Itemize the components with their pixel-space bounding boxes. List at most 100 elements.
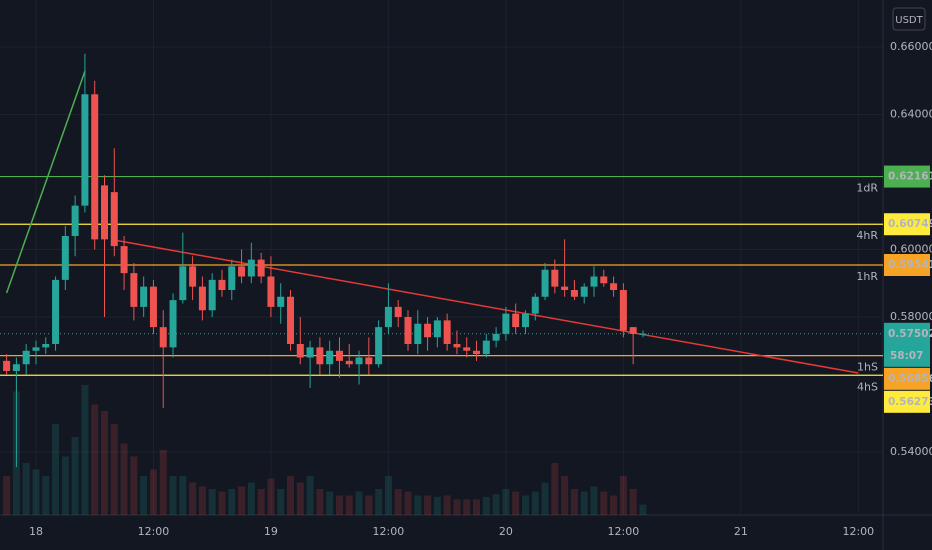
volume-bar bbox=[159, 450, 167, 515]
volume-bar bbox=[149, 469, 157, 515]
volume-bar bbox=[375, 489, 383, 515]
candle-body bbox=[355, 357, 363, 365]
volume-bar bbox=[610, 495, 618, 515]
volume-bar bbox=[394, 489, 402, 515]
volume-bar bbox=[502, 489, 510, 515]
volume-bar bbox=[32, 469, 40, 515]
price-label: 0.56856 bbox=[888, 373, 932, 385]
volume-bar bbox=[453, 499, 461, 515]
volume-bar bbox=[3, 476, 11, 515]
volume-bar bbox=[492, 494, 500, 515]
volume-bar bbox=[42, 476, 50, 515]
y-tick-label: 0.58000 bbox=[890, 310, 932, 323]
candle-body bbox=[384, 306, 392, 328]
volume-bar bbox=[287, 476, 295, 515]
candle-body bbox=[257, 259, 265, 277]
price-label-box bbox=[884, 165, 930, 188]
candle-body bbox=[110, 192, 118, 247]
volume-bar bbox=[619, 476, 627, 515]
volume-bar bbox=[335, 495, 343, 515]
candle-body bbox=[414, 323, 422, 344]
price-label: 0.62161 bbox=[888, 171, 932, 183]
candle-body bbox=[453, 343, 461, 348]
candle-body bbox=[208, 279, 216, 311]
candle-body bbox=[502, 313, 510, 334]
volume-bar bbox=[473, 499, 481, 515]
volume-bar bbox=[414, 495, 422, 515]
price-label: 0.56273 bbox=[888, 396, 932, 408]
volume-bar bbox=[140, 476, 148, 515]
volume-bar bbox=[433, 496, 441, 515]
level-name: 4hS bbox=[857, 380, 878, 393]
candle-body bbox=[238, 266, 246, 277]
currency[interactable]: USDT bbox=[895, 15, 923, 26]
candle-body bbox=[277, 296, 285, 307]
trend-line bbox=[114, 239, 859, 374]
candle-body bbox=[120, 246, 128, 274]
candle-body bbox=[71, 205, 79, 237]
volume-bar bbox=[267, 478, 275, 515]
candle-body bbox=[267, 276, 275, 307]
y-tick-label: 0.64000 bbox=[890, 108, 932, 121]
volume-bar bbox=[71, 437, 79, 515]
candle-body bbox=[590, 276, 598, 287]
candle-body bbox=[169, 300, 177, 348]
volume-bar bbox=[81, 385, 89, 515]
price-label-box bbox=[884, 322, 930, 367]
candle-body bbox=[61, 236, 69, 280]
x-tick-label: 20 bbox=[499, 525, 513, 538]
candle-body bbox=[443, 320, 451, 344]
x-tick-label: 12:00 bbox=[138, 525, 170, 538]
y-tick-label: 0.60000 bbox=[890, 243, 932, 256]
candle-body bbox=[404, 316, 412, 344]
candle-body bbox=[473, 350, 481, 355]
candle-body bbox=[32, 347, 40, 351]
candle-body bbox=[326, 350, 334, 365]
candle-body bbox=[463, 347, 471, 351]
trend-line bbox=[5, 71, 86, 294]
candle-body bbox=[218, 279, 226, 290]
volume-bar bbox=[629, 489, 637, 515]
candle-body bbox=[91, 94, 99, 240]
volume-bar bbox=[22, 463, 30, 515]
candle-body bbox=[140, 286, 148, 307]
volume-bar bbox=[277, 489, 285, 515]
volume-bar bbox=[247, 482, 255, 515]
candle-body bbox=[179, 266, 187, 301]
level-name: 1hS bbox=[857, 361, 878, 374]
candle-body bbox=[81, 94, 89, 206]
volume-bar bbox=[91, 404, 99, 515]
candle-body bbox=[580, 286, 588, 297]
currency-button[interactable] bbox=[892, 7, 926, 31]
price-label: 0.60749 bbox=[888, 218, 932, 230]
countdown: 58:07 bbox=[890, 350, 923, 362]
volume-bar bbox=[101, 411, 108, 515]
volume-bar bbox=[424, 495, 432, 515]
volume-bar bbox=[482, 496, 490, 515]
candle-body bbox=[316, 347, 324, 365]
volume-bar bbox=[238, 486, 246, 515]
volume-bar bbox=[257, 489, 265, 515]
x-tick-label: 21 bbox=[734, 525, 748, 538]
volume-bar bbox=[600, 491, 608, 515]
candle-body bbox=[561, 286, 569, 290]
volume-bar bbox=[296, 482, 304, 515]
x-tick-label: 18 bbox=[29, 525, 43, 538]
candle-body bbox=[629, 327, 637, 334]
candle-body bbox=[433, 320, 441, 338]
volume-bar bbox=[189, 482, 197, 515]
volume-bar bbox=[355, 491, 363, 515]
volume-bar bbox=[443, 495, 451, 515]
x-tick-label: 12:00 bbox=[373, 525, 405, 538]
volume-bar bbox=[110, 424, 118, 515]
volume-bar bbox=[580, 491, 588, 515]
volume-bar bbox=[169, 476, 177, 515]
volume-bar bbox=[179, 476, 187, 515]
x-tick-label: 12:00 bbox=[608, 525, 640, 538]
candle-body bbox=[512, 313, 520, 328]
candle-body bbox=[492, 333, 500, 341]
y-tick-label: 0.66000 bbox=[890, 40, 932, 53]
